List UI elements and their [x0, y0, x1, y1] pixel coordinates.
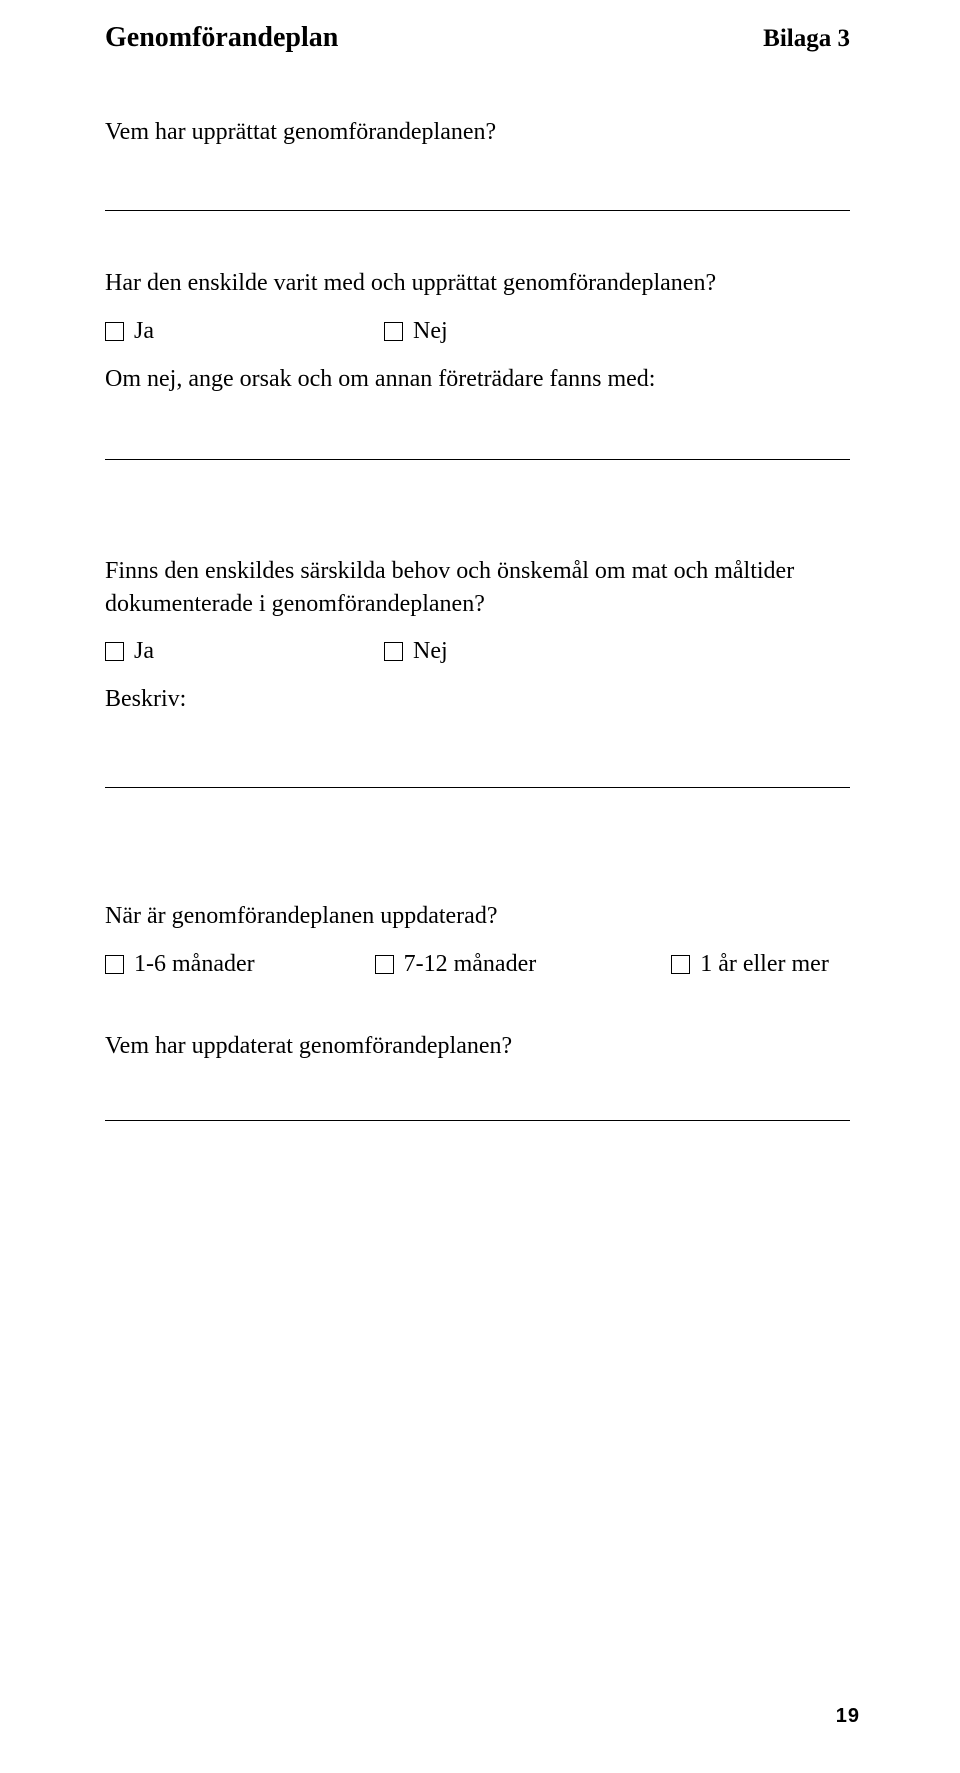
question-3: Finns den enskildes särskilda behov och … [105, 555, 850, 620]
checkbox-row-q3: Ja Nej [105, 638, 850, 665]
page-container: Genomförandeplan Bilaga 3 Vem har upprät… [0, 0, 960, 1773]
checkbox-box-icon [384, 322, 403, 341]
checkbox-box-icon [105, 322, 124, 341]
question-4: När är genomförandeplanen uppdaterad? [105, 900, 850, 932]
header-title-left: Genomförandeplan [105, 22, 338, 54]
checkbox-ja-q3[interactable]: Ja [105, 638, 154, 665]
checkbox-box-icon [375, 955, 394, 974]
checkbox-box-icon [384, 642, 403, 661]
checkbox-label-ja: Ja [134, 318, 154, 345]
question-2-followup: Om nej, ange orsak och om annan företräd… [105, 363, 850, 395]
checkbox-ja-q2[interactable]: Ja [105, 318, 154, 345]
page-number: 19 [836, 1705, 860, 1728]
checkbox-label-7-12: 7-12 månader [404, 951, 537, 978]
checkbox-label-nej: Nej [413, 318, 448, 345]
checkbox-box-icon [105, 955, 124, 974]
question-2: Har den enskilde varit med och upprättat… [105, 267, 850, 299]
checkbox-label-ja: Ja [134, 638, 154, 665]
checkbox-7-12-months[interactable]: 7-12 månader [375, 951, 537, 978]
checkbox-box-icon [671, 955, 690, 974]
checkbox-label-1-6: 1-6 månader [134, 951, 255, 978]
checkbox-row-q2: Ja Nej [105, 318, 850, 345]
answer-line-q1 [105, 210, 850, 211]
checkbox-nej-q2[interactable]: Nej [384, 318, 448, 345]
question-3-describe: Beskriv: [105, 683, 850, 715]
checkbox-1-6-months[interactable]: 1-6 månader [105, 951, 255, 978]
checkbox-box-icon [105, 642, 124, 661]
checkbox-nej-q3[interactable]: Nej [384, 638, 448, 665]
answer-line-q5 [105, 1120, 850, 1121]
question-5: Vem har uppdaterat genomförandeplanen? [105, 1030, 850, 1062]
checkbox-label-1-year: 1 år eller mer [700, 951, 829, 978]
page-header: Genomförandeplan Bilaga 3 [105, 22, 850, 54]
question-1: Vem har upprättat genomförandeplanen? [105, 116, 850, 148]
header-title-right: Bilaga 3 [763, 25, 850, 53]
checkbox-row-q4: 1-6 månader 7-12 månader 1 år eller mer [105, 951, 850, 978]
checkbox-1-year-or-more[interactable]: 1 år eller mer [671, 951, 829, 978]
checkbox-label-nej: Nej [413, 638, 448, 665]
